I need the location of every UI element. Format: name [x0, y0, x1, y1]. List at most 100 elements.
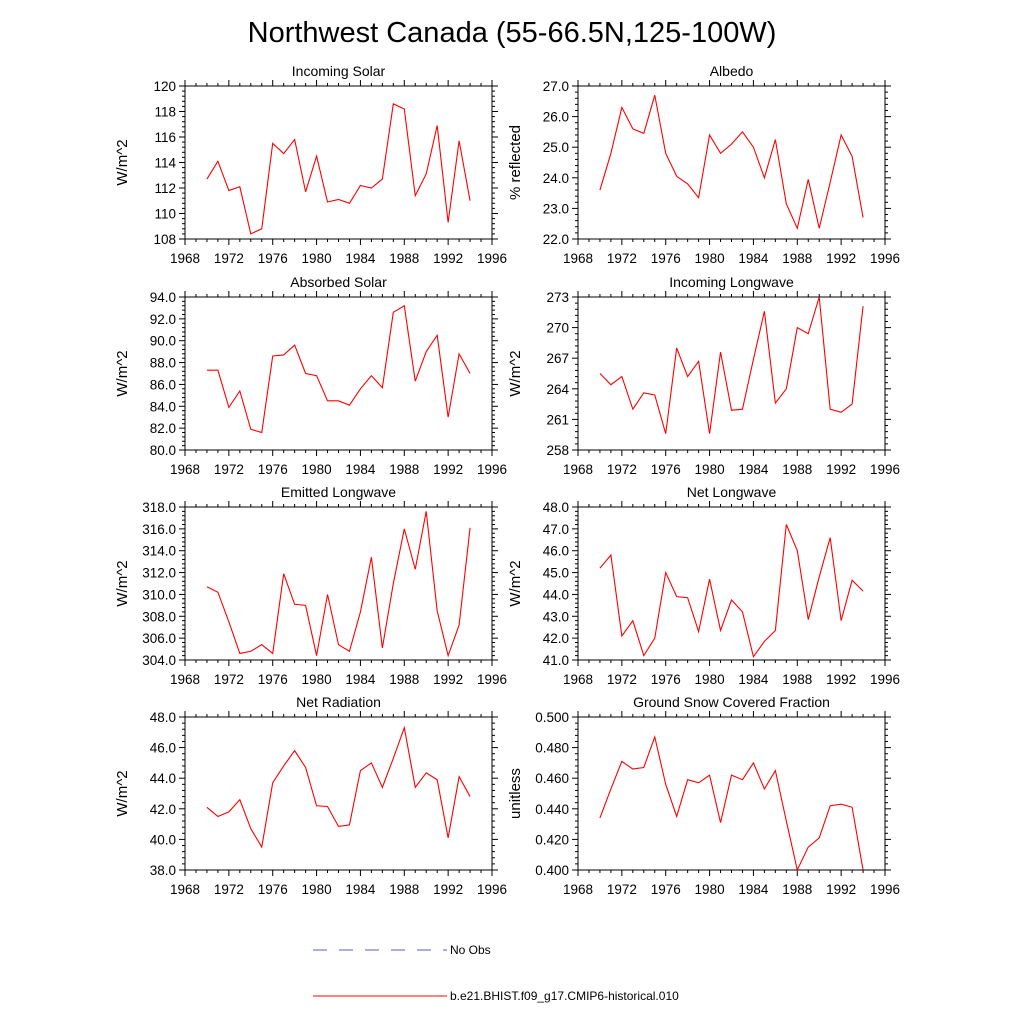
- y-tick-label: 90.0: [150, 334, 176, 349]
- y-axis-label: W/m^2: [114, 139, 131, 185]
- x-tick-label: 1968: [563, 462, 593, 477]
- legend: No Obs b.e21.BHIST.f09_g17.CMIP6-histori…: [313, 943, 679, 1003]
- y-tick-label: 304.0: [142, 653, 176, 668]
- x-tick-label: 1972: [214, 462, 244, 477]
- x-tick-label: 1980: [695, 672, 725, 687]
- figure-title: Northwest Canada (55-66.5N,125-100W): [248, 17, 777, 49]
- series-line-incoming-solar: [206, 103, 471, 235]
- panel-title: Incoming Solar: [292, 63, 386, 79]
- panel-net-longwave: Net Longwave W/m^2 1968 1972 1976 1980 1984 198…: [507, 484, 900, 687]
- y-axis-label: W/m^2: [114, 350, 131, 396]
- y-tick-label: 42.0: [543, 631, 569, 646]
- y-tick-label: 120: [153, 79, 176, 94]
- y-tick-label: 48.0: [150, 710, 176, 725]
- y-tick-label: 46.0: [543, 544, 569, 559]
- y-tick-label: 42.0: [150, 802, 176, 817]
- x-tick-label: 1988: [389, 672, 419, 687]
- y-tick-label: 25.0: [543, 140, 569, 155]
- panel-frame: [184, 296, 493, 451]
- series-line-net-radiation: [206, 725, 471, 849]
- y-tick-label: 44.0: [150, 771, 176, 786]
- y-tick-label: 40.0: [150, 832, 176, 847]
- x-tick-label: 1992: [826, 882, 856, 897]
- y-tick-label: 310.0: [142, 587, 176, 602]
- x-tick-label: 1996: [870, 672, 900, 687]
- x-tick-label: 1976: [258, 672, 288, 687]
- y-tick-label: 316.0: [142, 522, 176, 537]
- panel-incoming-solar: Incoming Solar W/m^2 1968 1972 1976 1980 1984 1…: [114, 63, 507, 266]
- x-tick-label: 1968: [563, 672, 593, 687]
- y-tick-label: 80.0: [150, 443, 176, 458]
- x-tick-label: 1992: [433, 462, 463, 477]
- panel-frame: [184, 716, 493, 871]
- x-tick-label: 1980: [302, 672, 332, 687]
- x-tick-label: 1980: [695, 462, 725, 477]
- y-tick-label: 48.0: [543, 500, 569, 515]
- y-axis-label: unitless: [507, 768, 524, 819]
- legend-label-model: b.e21.BHIST.f09_g17.CMIP6-historical.010: [450, 989, 679, 1003]
- panel-frame: [184, 85, 493, 240]
- x-tick-label: 1968: [170, 462, 200, 477]
- x-tick-label: 1976: [258, 462, 288, 477]
- x-tick-label: 1976: [651, 672, 681, 687]
- y-tick-label: 312.0: [142, 566, 176, 581]
- x-tick-label: 1980: [302, 882, 332, 897]
- x-tick-label: 1968: [563, 882, 593, 897]
- x-tick-label: 1988: [389, 882, 419, 897]
- panel-emitted-longwave: Emitted Longwave W/m^2 1968 1972 1976 1980 198…: [114, 484, 507, 687]
- x-tick-label: 1992: [826, 251, 856, 266]
- x-tick-label: 1980: [302, 251, 332, 266]
- x-tick-label: 1988: [782, 672, 812, 687]
- panel-frame: [577, 85, 886, 240]
- panel-net-radiation: Net Radiation W/m^2 1968 1972 1976 1980 1984 19…: [114, 694, 507, 897]
- y-tick-label: 118: [154, 105, 176, 120]
- y-axis-label: W/m^2: [507, 560, 524, 606]
- x-tick-label: 1980: [695, 882, 725, 897]
- y-tick-label: 41.0: [543, 653, 569, 668]
- x-tick-label: 1968: [563, 251, 593, 266]
- panel-absorbed-solar: Absorbed Solar W/m^2 1968 1972 1976 1980 1984 1…: [114, 274, 507, 477]
- series-line-ground-snow-covered-fraction: [599, 734, 864, 872]
- y-tick-label: 108: [153, 232, 176, 247]
- panel-albedo: Albedo % reflected 1968 1972 1976 1980 1984 198…: [507, 63, 900, 266]
- y-tick-label: 264: [546, 382, 569, 397]
- y-tick-label: 267: [546, 351, 569, 366]
- series-line-absorbed-solar: [206, 304, 471, 434]
- x-tick-label: 1984: [345, 882, 376, 897]
- x-tick-label: 1984: [738, 462, 769, 477]
- y-tick-label: 308.0: [142, 609, 176, 624]
- x-tick-label: 1984: [345, 672, 376, 687]
- x-tick-label: 1972: [607, 882, 637, 897]
- panel-frame: [577, 506, 886, 661]
- y-axis-label: W/m^2: [114, 560, 131, 606]
- y-tick-label: 26.0: [543, 110, 569, 125]
- y-tick-label: 47.0: [543, 522, 569, 537]
- y-tick-label: 258: [546, 443, 569, 458]
- y-tick-label: 273: [546, 290, 569, 305]
- x-tick-label: 1996: [870, 462, 900, 477]
- y-tick-label: 0.400: [535, 863, 569, 878]
- panel-frame: [577, 716, 886, 871]
- x-tick-label: 1992: [826, 462, 856, 477]
- panel-frame: [184, 506, 493, 661]
- y-tick-label: 270: [546, 321, 569, 336]
- y-tick-label: 314.0: [142, 544, 176, 559]
- y-tick-label: 110: [154, 207, 176, 222]
- y-axis-label: % reflected: [507, 125, 524, 200]
- series-line-incoming-longwave: [599, 296, 864, 434]
- y-tick-label: 27.0: [543, 79, 569, 94]
- x-tick-label: 1988: [389, 251, 419, 266]
- x-tick-label: 1984: [738, 882, 769, 897]
- legend-label-no-obs: No Obs: [450, 943, 491, 957]
- x-tick-label: 1984: [345, 462, 376, 477]
- series-line-albedo: [599, 95, 864, 231]
- x-tick-label: 1976: [651, 882, 681, 897]
- x-tick-label: 1992: [826, 672, 856, 687]
- y-tick-label: 0.440: [535, 802, 569, 817]
- x-tick-label: 1996: [870, 882, 900, 897]
- x-tick-label: 1968: [170, 882, 200, 897]
- series-line-emitted-longwave: [206, 511, 471, 658]
- y-tick-label: 46.0: [150, 741, 176, 756]
- y-axis-label: W/m^2: [507, 350, 524, 396]
